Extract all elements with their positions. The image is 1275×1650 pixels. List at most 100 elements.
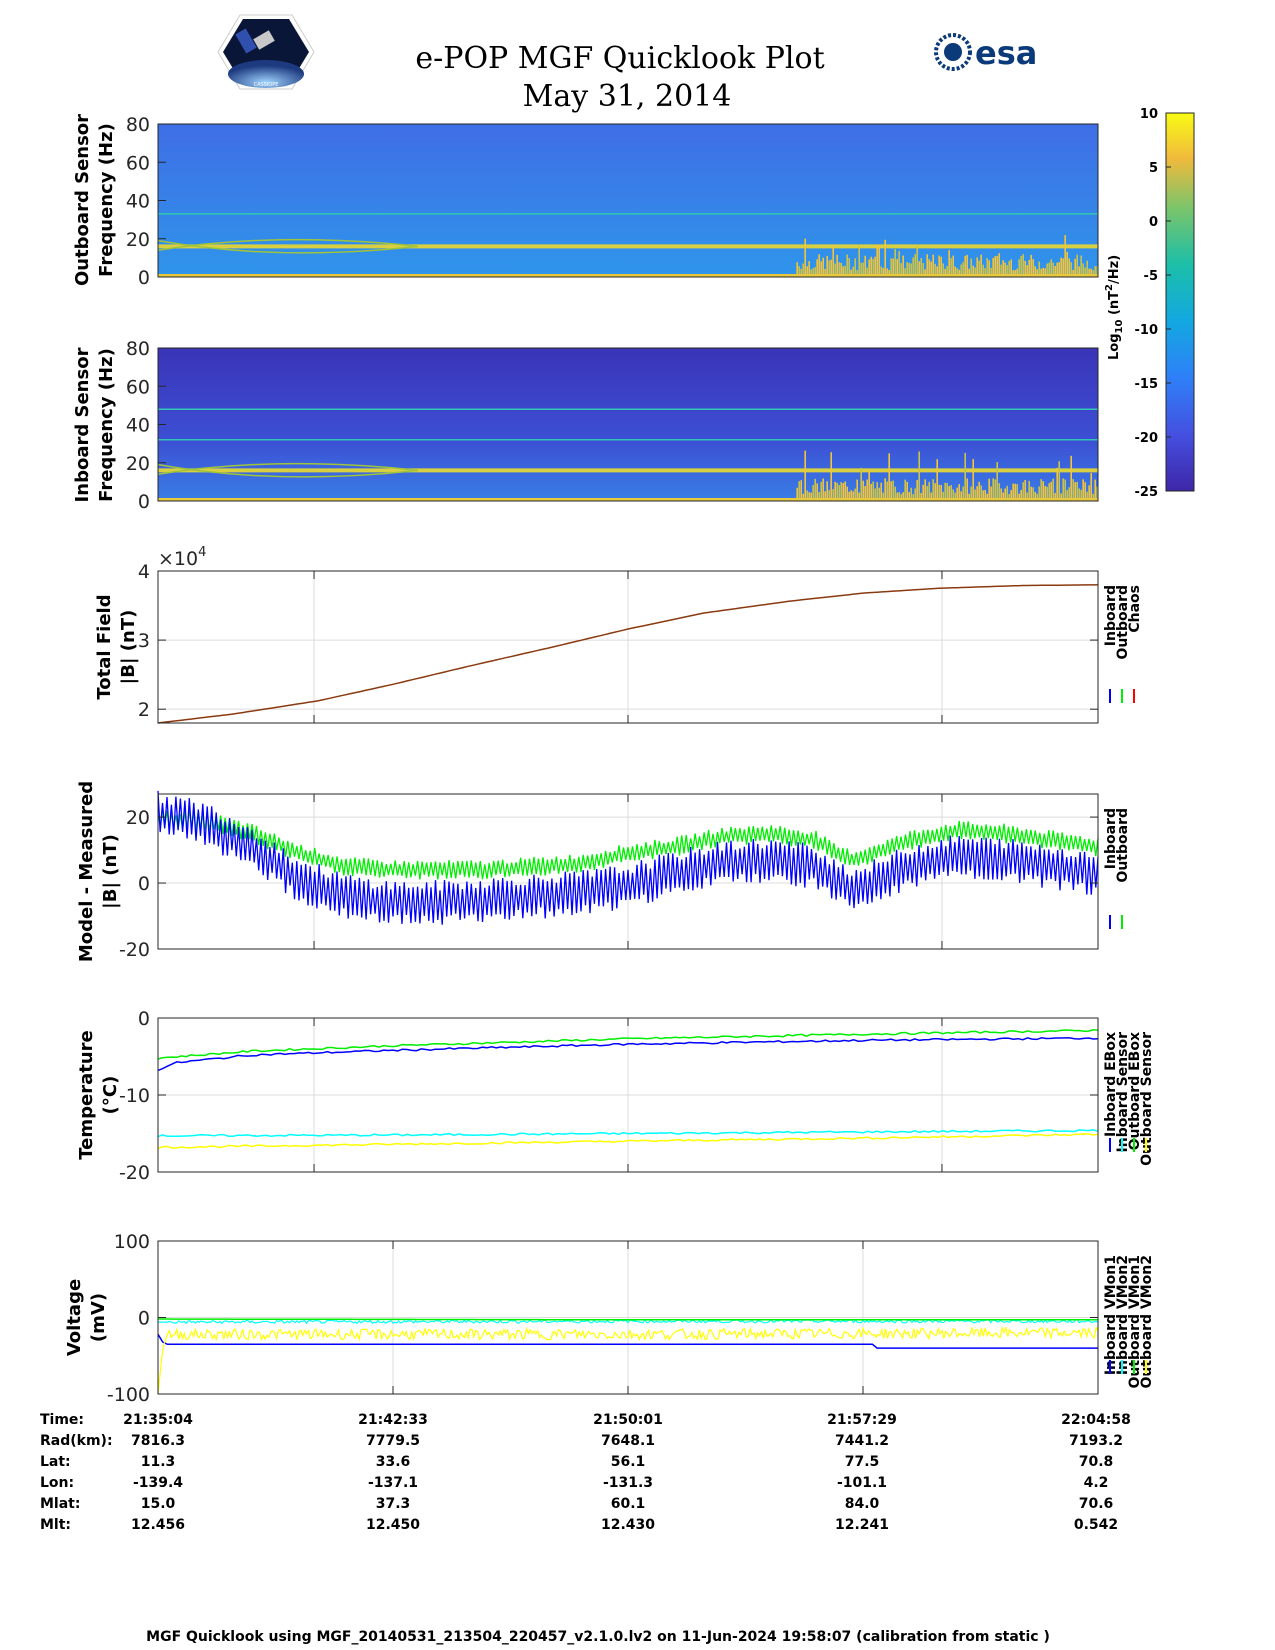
ytick-label: 2 xyxy=(138,699,150,721)
outboard-ylabel-2: Frequency (Hz) xyxy=(96,123,117,277)
ytick-label: 20 xyxy=(126,807,150,829)
exponent-label: ×104 xyxy=(158,545,206,570)
ytick-label: 20 xyxy=(126,229,150,251)
colorbar-tick-label: -10 xyxy=(1135,323,1159,338)
ephemeris-cell: 15.0 xyxy=(141,1496,176,1512)
ephemeris-row-label: Rad(km): xyxy=(40,1433,113,1449)
ephemeris-cell: 7779.5 xyxy=(366,1433,420,1449)
ephemeris-cell: 7193.2 xyxy=(1069,1433,1123,1449)
series-inboard-sensor xyxy=(157,1129,1099,1138)
series-outboard xyxy=(157,810,1099,880)
ephemeris-row-label: Lat: xyxy=(40,1454,71,1470)
ytick-label: -100 xyxy=(107,1384,150,1406)
model-minus-measured-panel: 20 0 -20 Model - Measured |B| (nT) InboardOut… xyxy=(76,781,1131,962)
inboard-ylabel-1: Inboard Sensor xyxy=(72,347,93,502)
ytick-label: -10 xyxy=(119,1085,150,1107)
legend-label: Inboard Sensor xyxy=(1115,1032,1131,1153)
legend-label: Outboard EBox xyxy=(1127,1032,1143,1150)
series-outboard-vmon1 xyxy=(158,1318,1098,1321)
colorbar-gradient xyxy=(1165,112,1195,492)
ephemeris-row-label: Lon: xyxy=(40,1475,74,1491)
series-outboard-sensor xyxy=(157,1133,1099,1150)
ytick-label: 4 xyxy=(138,561,150,583)
legend-label: Outboard VMon2 xyxy=(1139,1255,1155,1389)
ephemeris-row-label: Time: xyxy=(40,1412,84,1428)
legend-label: Inboard EBox xyxy=(1103,1032,1119,1137)
mission-logo: CASSIOPE xyxy=(217,14,315,90)
series-outboard-ebox xyxy=(157,1029,1099,1060)
series-inboard xyxy=(157,790,1099,925)
ylabel-line1: Model - Measured xyxy=(76,781,97,962)
ylabel-line1: Temperature xyxy=(76,1030,97,1159)
legend-label: Outboard xyxy=(1115,585,1131,660)
series-inboard-ebox xyxy=(157,1037,1099,1072)
ytick-label: 0 xyxy=(138,873,150,895)
ephemeris-cell: 21:42:33 xyxy=(358,1412,428,1428)
colorbar-tick-label: 0 xyxy=(1149,215,1158,230)
colorbar-tick-label: -20 xyxy=(1135,431,1159,446)
ephemeris-cell: 11.3 xyxy=(141,1454,176,1470)
legend-label: Outboard xyxy=(1115,808,1131,883)
legend-label: Chaos xyxy=(1127,585,1143,633)
ephemeris-cell: 12.450 xyxy=(366,1517,420,1533)
ytick-label: -20 xyxy=(119,939,150,961)
ylabel-line2: |B| (nT) xyxy=(100,834,121,909)
ytick-label: 20 xyxy=(126,453,150,475)
ytick-label: 0 xyxy=(138,1308,150,1330)
ephemeris-cell: 84.0 xyxy=(845,1496,880,1512)
ephemeris-cell: 70.6 xyxy=(1079,1496,1114,1512)
legend-label: Outboard VMon1 xyxy=(1127,1255,1143,1389)
ytick-label: -20 xyxy=(119,1162,150,1184)
ephemeris-cell: 33.6 xyxy=(376,1454,411,1470)
ytick-label: 0 xyxy=(138,267,150,289)
ytick-label: 0 xyxy=(138,491,150,513)
ylabel-line2: (°C) xyxy=(100,1076,121,1115)
colorbar-label: Log10 (nT2/Hz) xyxy=(1104,255,1125,360)
ephemeris-cell: 56.1 xyxy=(611,1454,646,1470)
ytick-label: 60 xyxy=(126,152,150,174)
legend-label: Inboard xyxy=(1103,808,1119,869)
ephemeris-cell: 7441.2 xyxy=(835,1433,889,1449)
ephemeris-cell: 21:50:01 xyxy=(593,1412,663,1428)
legend-label: Inboard VMon2 xyxy=(1115,1255,1131,1375)
colorbar: 10 5 0 -5 -10 -15 -20 -25 Log10 (nT2/Hz) xyxy=(1104,107,1195,500)
ytick-label: 100 xyxy=(114,1231,150,1253)
temperature-panel: 0 -10 -20 Temperature (°C) Inboard EBoxInboar… xyxy=(76,1008,1155,1184)
converging-tones xyxy=(157,238,419,254)
colorbar-tick-label: -5 xyxy=(1144,269,1158,284)
inboard-spectrogram: 80 60 40 20 0 Inboard Sensor Frequency (Hz) xyxy=(72,338,1099,513)
series-inboard-vmon2 xyxy=(158,1318,1099,1325)
ytick-label: 80 xyxy=(126,114,150,136)
ytick-label: 80 xyxy=(126,338,150,360)
legend-label: Outboard Sensor xyxy=(1139,1032,1155,1166)
ephemeris-cell: 22:04:58 xyxy=(1061,1412,1131,1428)
colorbar-tick-label: -15 xyxy=(1135,377,1159,392)
legend-label: Inboard xyxy=(1103,585,1119,646)
ytick-label: 0 xyxy=(138,1008,150,1030)
colorbar-tick-label: -25 xyxy=(1135,485,1159,500)
ephemeris-cell: 12.456 xyxy=(131,1517,185,1533)
esa-logo-text: esa xyxy=(975,34,1037,72)
ephemeris-cell: 70.8 xyxy=(1079,1454,1114,1470)
ephemeris-table: Time: Rad(km): Lat: Lon: Mlat: Mlt: 21:35:04 78… xyxy=(40,1412,1131,1533)
ylabel-line1: Voltage xyxy=(64,1279,85,1356)
outboard-ylabel-1: Outboard Sensor xyxy=(72,114,93,286)
ephemeris-cell: 12.241 xyxy=(835,1517,889,1533)
ytick-label: 60 xyxy=(126,376,150,398)
ephemeris-cell: 60.1 xyxy=(611,1496,646,1512)
voltage-panel: 100 0 -100 Voltage (mV) Inboard VMon1Inboard … xyxy=(64,1231,1155,1406)
ytick-label: 40 xyxy=(126,415,150,437)
ephemeris-cell: 37.3 xyxy=(376,1496,411,1512)
legend-label: Inboard VMon1 xyxy=(1103,1255,1119,1375)
ytick-label: 3 xyxy=(138,630,150,652)
inboard-spectrogram-image xyxy=(158,348,1098,501)
ephemeris-row-label: Mlt: xyxy=(40,1517,71,1533)
ytick-label: 40 xyxy=(126,191,150,213)
series-chaos xyxy=(157,584,1099,724)
footer-caption: MGF Quicklook using MGF_20140531_213504_… xyxy=(146,1629,1050,1645)
ephemeris-cell: 7816.3 xyxy=(131,1433,185,1449)
outboard-spectrogram-image xyxy=(158,124,1098,277)
